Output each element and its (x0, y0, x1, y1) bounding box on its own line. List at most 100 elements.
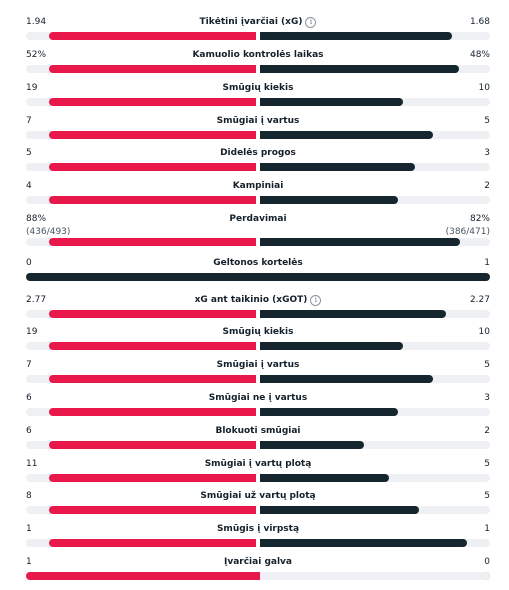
home-value: 52% (26, 50, 47, 60)
away-bar-track (260, 65, 490, 73)
stat-bar (26, 441, 490, 449)
away-bar-fill (260, 65, 459, 73)
away-bar-fill (26, 273, 490, 281)
stat-title-text: Smūgiai ne į vartus (208, 393, 308, 403)
home-bar-track (26, 32, 256, 40)
away-value: 0 (484, 557, 490, 567)
away-bar-track (260, 310, 490, 318)
stat-title-text: Geltonos kortelės (213, 258, 303, 268)
stat-title: Smūgiai į vartus (26, 360, 490, 371)
away-bar-track (260, 539, 490, 547)
away-value: 1.68 (469, 17, 490, 27)
away-value: 5 (484, 459, 490, 469)
home-value: 5 (26, 148, 32, 158)
stat-row: 0 Geltonos kortelės 1 (26, 258, 490, 284)
stat-title-text: Smūgiai į vartus (216, 116, 300, 126)
home-value: 7 (26, 116, 32, 126)
away-value: 3 (484, 393, 490, 403)
away-bar-fill (260, 506, 419, 514)
home-value: 1.94 (26, 17, 47, 27)
stat-bar (26, 238, 490, 246)
stat-title: Smūgis į virpstą (26, 524, 490, 535)
info-icon[interactable]: i (310, 295, 322, 306)
away-bar-fill (260, 131, 433, 139)
stat-bar (26, 273, 490, 281)
away-value: 2.27 (469, 295, 490, 305)
away-bar-track (260, 342, 490, 350)
stat-title: xG ant taikinio (xGOT) i (26, 295, 490, 306)
home-bar-track (26, 408, 256, 416)
stat-title-text: Perdavimai (229, 214, 287, 224)
stat-title-text: Smūgiai už vartų plotą (200, 491, 316, 501)
home-value: 19 (26, 327, 38, 337)
home-value: 19 (26, 83, 38, 93)
stat-title: Kamuolio kontrolės laikas (26, 50, 490, 61)
away-value: 48% (469, 50, 490, 60)
stat-bar (26, 375, 490, 383)
stat-row: 1.94 Tikėtini įvarčiai (xG) i 1.68 (26, 17, 490, 43)
away-value: 3 (484, 148, 490, 158)
away-subvalue: (386/471) (445, 227, 490, 237)
home-bar-fill (49, 408, 256, 416)
home-bar-fill (49, 310, 256, 318)
stat-bar (26, 506, 490, 514)
home-bar-track (26, 539, 256, 547)
away-bar-track (260, 163, 490, 171)
home-value: 6 (26, 426, 32, 436)
info-icon[interactable]: i (305, 17, 317, 28)
home-bar-fill (49, 342, 256, 350)
stat-title: Perdavimai (26, 214, 490, 225)
stat-title-text: Kamuolio kontrolės laikas (192, 50, 324, 60)
home-bar-track (26, 163, 256, 171)
stat-title-text: Smūgiai į vartų plotą (204, 459, 312, 469)
away-bar-fill (260, 441, 364, 449)
stat-title-text: Didelės progos (220, 148, 296, 158)
away-value: 82% (469, 214, 490, 224)
stat-title: Smūgiai į vartų plotą (26, 459, 490, 470)
away-bar-fill (260, 238, 460, 246)
home-value: 0 (26, 258, 32, 268)
stat-title: Smūgiai už vartų plotą (26, 491, 490, 502)
stat-title: Įvarčiai galva (26, 557, 490, 568)
away-bar-track (260, 474, 490, 482)
stat-bar (26, 196, 490, 204)
home-bar-track (26, 474, 256, 482)
home-bar-fill (49, 474, 256, 482)
home-value: 88% (26, 214, 47, 224)
home-bar-fill (26, 572, 490, 580)
away-bar-fill (260, 375, 433, 383)
away-value: 5 (484, 360, 490, 370)
stat-title: Blokuoti smūgiai (26, 426, 490, 437)
home-value: 1 (26, 524, 32, 534)
away-bar-fill (260, 196, 398, 204)
home-value: 4 (26, 181, 32, 191)
home-value: 7 (26, 360, 32, 370)
home-bar-fill (49, 506, 256, 514)
stat-bar (26, 98, 490, 106)
stat-row: 1 Smūgis į virpstą 1 (26, 524, 490, 550)
away-bar-fill (260, 539, 467, 547)
stat-bar (26, 342, 490, 350)
away-bar-fill (260, 310, 446, 318)
away-value: 1 (484, 524, 490, 534)
stat-title-text: Smūgių kiekis (222, 83, 294, 93)
away-bar-track (260, 98, 490, 106)
stat-bar (26, 65, 490, 73)
away-bar-track (260, 32, 490, 40)
stat-row: 88% Perdavimai 82% (436/493) (386/471) (26, 214, 490, 246)
stat-title: Smūgiai ne į vartus (26, 393, 490, 404)
home-bar-fill (49, 196, 256, 204)
home-bar-track (26, 441, 256, 449)
stat-row: 7 Smūgiai į vartus 5 (26, 116, 490, 142)
away-value: 1 (484, 258, 490, 268)
stat-row: 5 Didelės progos 3 (26, 148, 490, 174)
away-bar-track (260, 506, 490, 514)
stat-row: 8 Smūgiai už vartų plotą 5 (26, 491, 490, 517)
stat-row: 19 Smūgių kiekis 10 (26, 83, 490, 109)
home-bar-track (26, 342, 256, 350)
away-value: 5 (484, 491, 490, 501)
away-bar-fill (260, 408, 398, 416)
stat-title-text: Smūgis į virpstą (216, 524, 300, 534)
home-bar-track (26, 506, 256, 514)
